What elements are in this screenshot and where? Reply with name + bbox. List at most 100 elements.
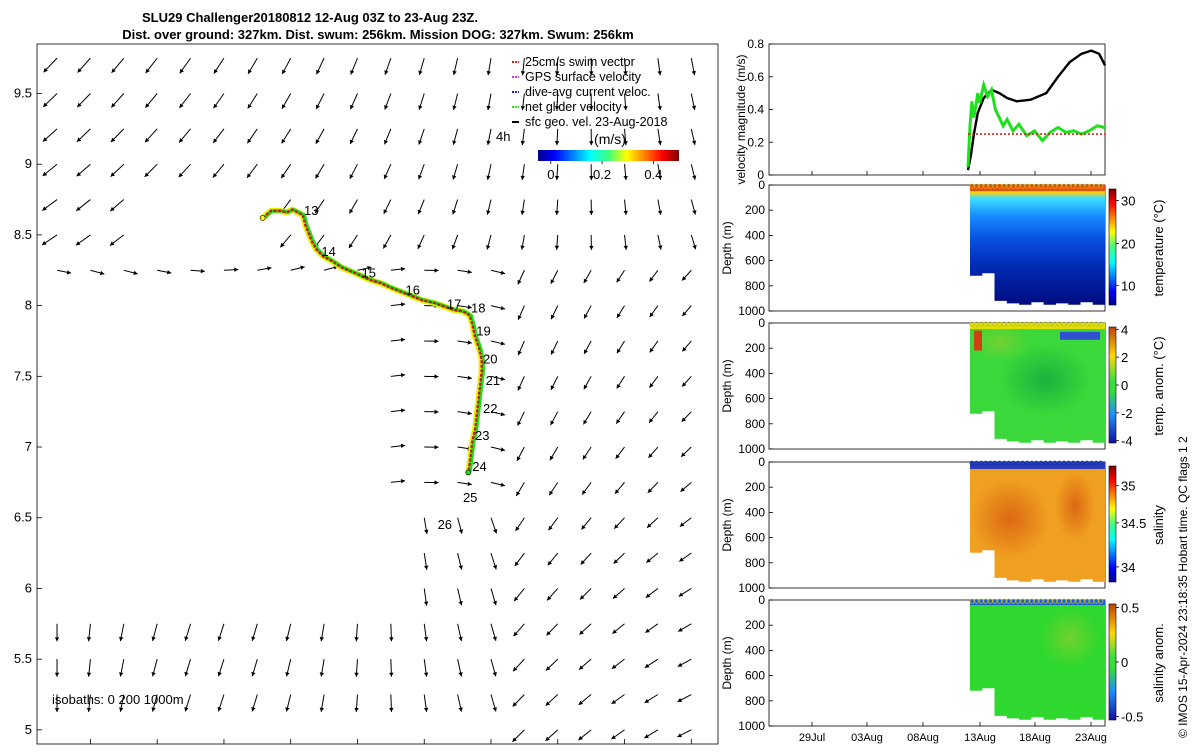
title-line-1: SLU29 Challenger20180812 12-Aug 03Z to 2… <box>142 10 478 25</box>
day-label: 20 <box>483 352 497 367</box>
profile-ytick-label: 200 <box>745 618 765 632</box>
speed-colorbar-title: (m/s) <box>594 131 626 147</box>
profile-ytick-label: 1000 <box>738 719 765 733</box>
colorbar-tick-label: 0.4 <box>644 167 662 182</box>
profile-ytick-label: 0 <box>758 455 765 469</box>
profile-colorbar-tick-label: 0 <box>1121 655 1128 670</box>
profile-ytick-label: 600 <box>745 669 765 683</box>
time-tick-label: 08Aug <box>907 732 939 744</box>
day-label: 19 <box>476 323 490 338</box>
day-label: 13 <box>304 203 318 218</box>
track-end-marker <box>466 470 471 475</box>
title-line-2: Dist. over ground: 327km. Dist. swum: 25… <box>122 27 634 42</box>
map-axes: 8080.58181.58282.58383.58484.555.566.577… <box>14 44 718 750</box>
day-label: 26 <box>438 517 452 532</box>
day-label: 25 <box>463 490 477 505</box>
profile-colorbar-tick-label: 4 <box>1121 322 1128 337</box>
legend-label: dive-avg current veloc. <box>525 85 651 99</box>
colorbar-tick-label: 0.2 <box>593 167 611 182</box>
profile-ytick-label: 200 <box>745 203 765 217</box>
profile-colorbar <box>1109 189 1116 305</box>
profile-ytick-label: 600 <box>745 254 765 268</box>
salinity-feature <box>970 479 1050 559</box>
legend-label: GPS surface velocity <box>525 70 642 84</box>
profile-colorbar-label: temperature (°C) <box>1151 200 1166 297</box>
velocity-ylabel: velocity magnitude (m/s) <box>734 54 748 184</box>
day-label: 18 <box>471 301 485 316</box>
profile-ytick-label: 0 <box>758 178 765 192</box>
day-label: 15 <box>361 265 375 280</box>
day-label: 17 <box>447 296 461 311</box>
day-label: 24 <box>472 459 486 474</box>
profile-ytick-label: 0 <box>758 316 765 330</box>
map-frame <box>37 44 718 744</box>
time-tick-label: 29Jul <box>799 732 825 744</box>
profile-ytick-label: 600 <box>745 531 765 545</box>
speed-colorbar-gradient <box>538 150 679 161</box>
time-tick-label: 18Aug <box>1019 732 1051 744</box>
colorbar-tick-label: 0 <box>547 167 554 182</box>
profile-ytick-label: 400 <box>745 366 765 380</box>
salinity-feature <box>1055 471 1095 541</box>
profile-ytick-label: 0 <box>758 593 765 607</box>
isobaths-note: isobaths: 0 200 1000m <box>52 692 184 707</box>
profile-ylabel: Depth (m) <box>720 221 734 274</box>
map-ytick-label: 7 <box>25 439 32 454</box>
velocity-ytick-label: 0.4 <box>747 103 764 117</box>
profile-ytick-label: 200 <box>745 341 765 355</box>
scale-note: 4h <box>496 129 510 144</box>
time-tick-label: 03Aug <box>851 732 883 744</box>
day-label: 16 <box>406 282 420 297</box>
profile-colorbar-tick-label: -4 <box>1121 434 1133 449</box>
profile-colorbar-tick-label: 2 <box>1121 350 1128 365</box>
map-ytick-label: 9.5 <box>14 85 32 100</box>
anomaly-feature <box>1040 608 1100 668</box>
map-ytick-label: 8.5 <box>14 227 32 242</box>
profile-ylabel: Depth (m) <box>720 359 734 412</box>
legend-label: sfc geo. vel. 23-Aug-2018 <box>525 115 667 129</box>
legend-label: 25cm/s swim vector <box>525 55 635 69</box>
velocity-ytick-label: 0.8 <box>747 37 764 51</box>
profile-colorbar <box>1109 466 1116 582</box>
profile-ytick-label: 600 <box>745 392 765 406</box>
profile-colorbar-tick-label: 20 <box>1121 237 1135 252</box>
time-tick-label: 23Aug <box>1075 732 1107 744</box>
day-label: 23 <box>475 428 489 443</box>
profile-colorbar <box>1109 604 1116 720</box>
profile-colorbar-label: temp. anom. (°C) <box>1151 336 1166 435</box>
profile-colorbar-tick-label: 10 <box>1121 278 1135 293</box>
profile-ytick-label: 800 <box>745 694 765 708</box>
map-ytick-label: 5.5 <box>14 651 32 666</box>
velocity-ytick-label: 0.6 <box>747 70 764 84</box>
velocity-frame <box>769 44 1105 175</box>
cold-anomaly <box>1060 332 1100 340</box>
track-start-marker <box>260 215 265 220</box>
profile-ytick-label: 400 <box>745 505 765 519</box>
imos-credit: © IMOS 15-Apr-2024 23:18:35 Hobart time.… <box>1176 436 1190 738</box>
map-ytick-label: 8 <box>25 298 32 313</box>
day-label: 22 <box>483 401 497 416</box>
profile-colorbar-tick-label: 34 <box>1121 560 1135 575</box>
profile-ytick-label: 1000 <box>738 442 765 456</box>
time-tick-label: 13Aug <box>964 732 996 744</box>
profile-colorbar-tick-label: 0.5 <box>1121 600 1139 615</box>
profile-colorbar-tick-label: 34.5 <box>1121 516 1146 531</box>
profile-colorbar-label: salinity <box>1151 505 1166 545</box>
map-ytick-label: 5 <box>25 722 32 737</box>
profile-ylabel: Depth (m) <box>720 636 734 689</box>
profile-colorbar <box>1109 327 1116 443</box>
profile-ytick-label: 400 <box>745 643 765 657</box>
profile-ytick-label: 200 <box>745 480 765 494</box>
profile-ytick-label: 800 <box>745 556 765 570</box>
legend-label: net glider velocity <box>525 100 622 114</box>
profile-colorbar-tick-label: 35 <box>1121 479 1135 494</box>
profile-colorbar-tick-label: 0 <box>1121 378 1128 393</box>
profile-ytick-label: 800 <box>745 417 765 431</box>
warm-anomaly <box>974 331 982 351</box>
map-ytick-label: 9 <box>25 156 32 171</box>
